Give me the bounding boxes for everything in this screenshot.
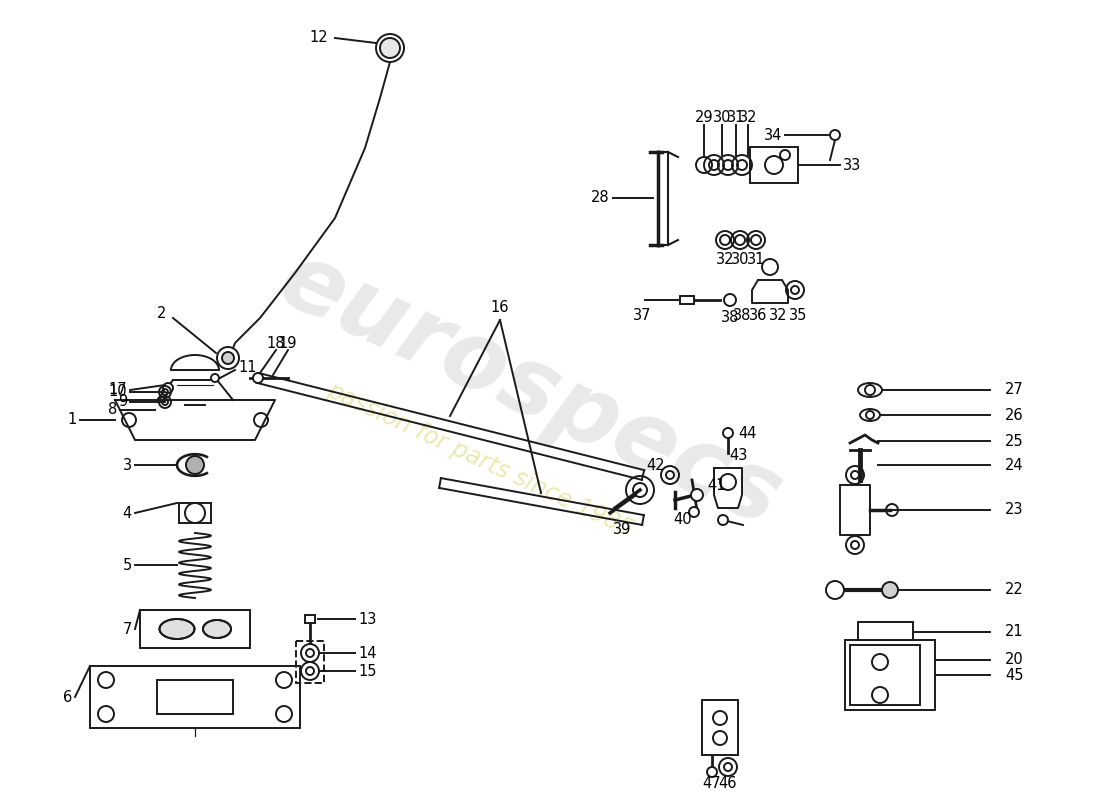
Polygon shape (714, 468, 742, 508)
Text: 29: 29 (695, 110, 713, 125)
Text: 19: 19 (278, 335, 297, 350)
Circle shape (707, 767, 717, 777)
Text: 38: 38 (720, 310, 739, 326)
Text: 36: 36 (749, 307, 767, 322)
Text: 47: 47 (703, 775, 722, 790)
Circle shape (689, 507, 698, 517)
Text: 34: 34 (763, 127, 782, 142)
Text: 20: 20 (1005, 653, 1024, 667)
Bar (680, 296, 694, 304)
Text: 5: 5 (123, 558, 132, 573)
Text: 25: 25 (1005, 434, 1024, 449)
Text: 13: 13 (358, 611, 376, 626)
Polygon shape (752, 280, 788, 303)
Circle shape (882, 582, 898, 598)
Text: 43: 43 (729, 447, 747, 462)
Text: 42: 42 (647, 458, 666, 473)
Text: 12: 12 (309, 30, 328, 45)
Text: 17: 17 (109, 382, 126, 398)
Bar (750, 147, 798, 183)
Circle shape (376, 34, 404, 62)
Circle shape (186, 456, 204, 474)
Text: 21: 21 (1005, 625, 1024, 639)
Text: 10: 10 (109, 385, 126, 399)
Text: 22: 22 (1005, 582, 1024, 598)
Bar (850, 645, 920, 705)
Text: passion for parts since 1985: passion for parts since 1985 (323, 378, 637, 542)
Text: 24: 24 (1005, 458, 1024, 473)
Text: 9: 9 (118, 394, 127, 410)
Bar (157, 680, 233, 714)
Text: 15: 15 (358, 663, 376, 678)
Bar (858, 622, 913, 640)
Ellipse shape (858, 383, 882, 397)
Circle shape (718, 515, 728, 525)
Ellipse shape (160, 619, 195, 639)
Text: 33: 33 (843, 158, 861, 173)
Circle shape (253, 373, 263, 383)
Text: 32: 32 (739, 110, 757, 125)
Text: 2: 2 (156, 306, 166, 322)
Circle shape (217, 347, 239, 369)
Ellipse shape (204, 620, 231, 638)
Text: 1: 1 (68, 413, 77, 427)
Circle shape (163, 383, 173, 393)
Bar (179, 503, 211, 523)
Polygon shape (840, 485, 870, 535)
Text: 37: 37 (632, 307, 651, 322)
Text: 30: 30 (730, 253, 749, 267)
Circle shape (830, 130, 840, 140)
Text: 18: 18 (266, 335, 285, 350)
Circle shape (222, 352, 234, 364)
Circle shape (211, 374, 219, 382)
Text: 27: 27 (1005, 382, 1024, 398)
Bar (305, 615, 315, 623)
Circle shape (826, 581, 844, 599)
Circle shape (691, 489, 703, 501)
Bar (845, 640, 935, 710)
Text: 41: 41 (707, 478, 726, 493)
Bar (90, 666, 300, 728)
Text: 4: 4 (123, 506, 132, 521)
Polygon shape (116, 400, 275, 440)
Text: 32: 32 (769, 307, 788, 322)
Text: 45: 45 (1005, 667, 1023, 682)
Text: 28: 28 (592, 190, 611, 206)
Bar (140, 610, 250, 648)
Text: 16: 16 (491, 301, 509, 315)
Bar (702, 700, 738, 755)
Text: 31: 31 (747, 253, 766, 267)
Text: 6: 6 (63, 690, 72, 705)
Text: 40: 40 (673, 513, 692, 527)
Text: 32: 32 (716, 253, 735, 267)
Text: 3: 3 (123, 458, 132, 473)
Text: 23: 23 (1005, 502, 1023, 518)
Text: 46: 46 (718, 775, 737, 790)
Text: 8: 8 (108, 402, 117, 418)
Text: 44: 44 (738, 426, 757, 441)
Text: 38: 38 (733, 307, 751, 322)
Circle shape (723, 428, 733, 438)
Text: 30: 30 (713, 110, 732, 125)
Text: 26: 26 (1005, 407, 1024, 422)
Text: 7: 7 (122, 622, 132, 637)
Polygon shape (157, 380, 233, 400)
Text: 11: 11 (238, 361, 256, 375)
Ellipse shape (860, 409, 880, 421)
Text: 31: 31 (727, 110, 745, 125)
Bar (296, 641, 324, 683)
Text: eurospecs: eurospecs (264, 234, 795, 546)
Text: 39: 39 (613, 522, 631, 538)
Circle shape (379, 38, 400, 58)
Text: 35: 35 (789, 307, 807, 322)
Text: 14: 14 (358, 646, 376, 661)
